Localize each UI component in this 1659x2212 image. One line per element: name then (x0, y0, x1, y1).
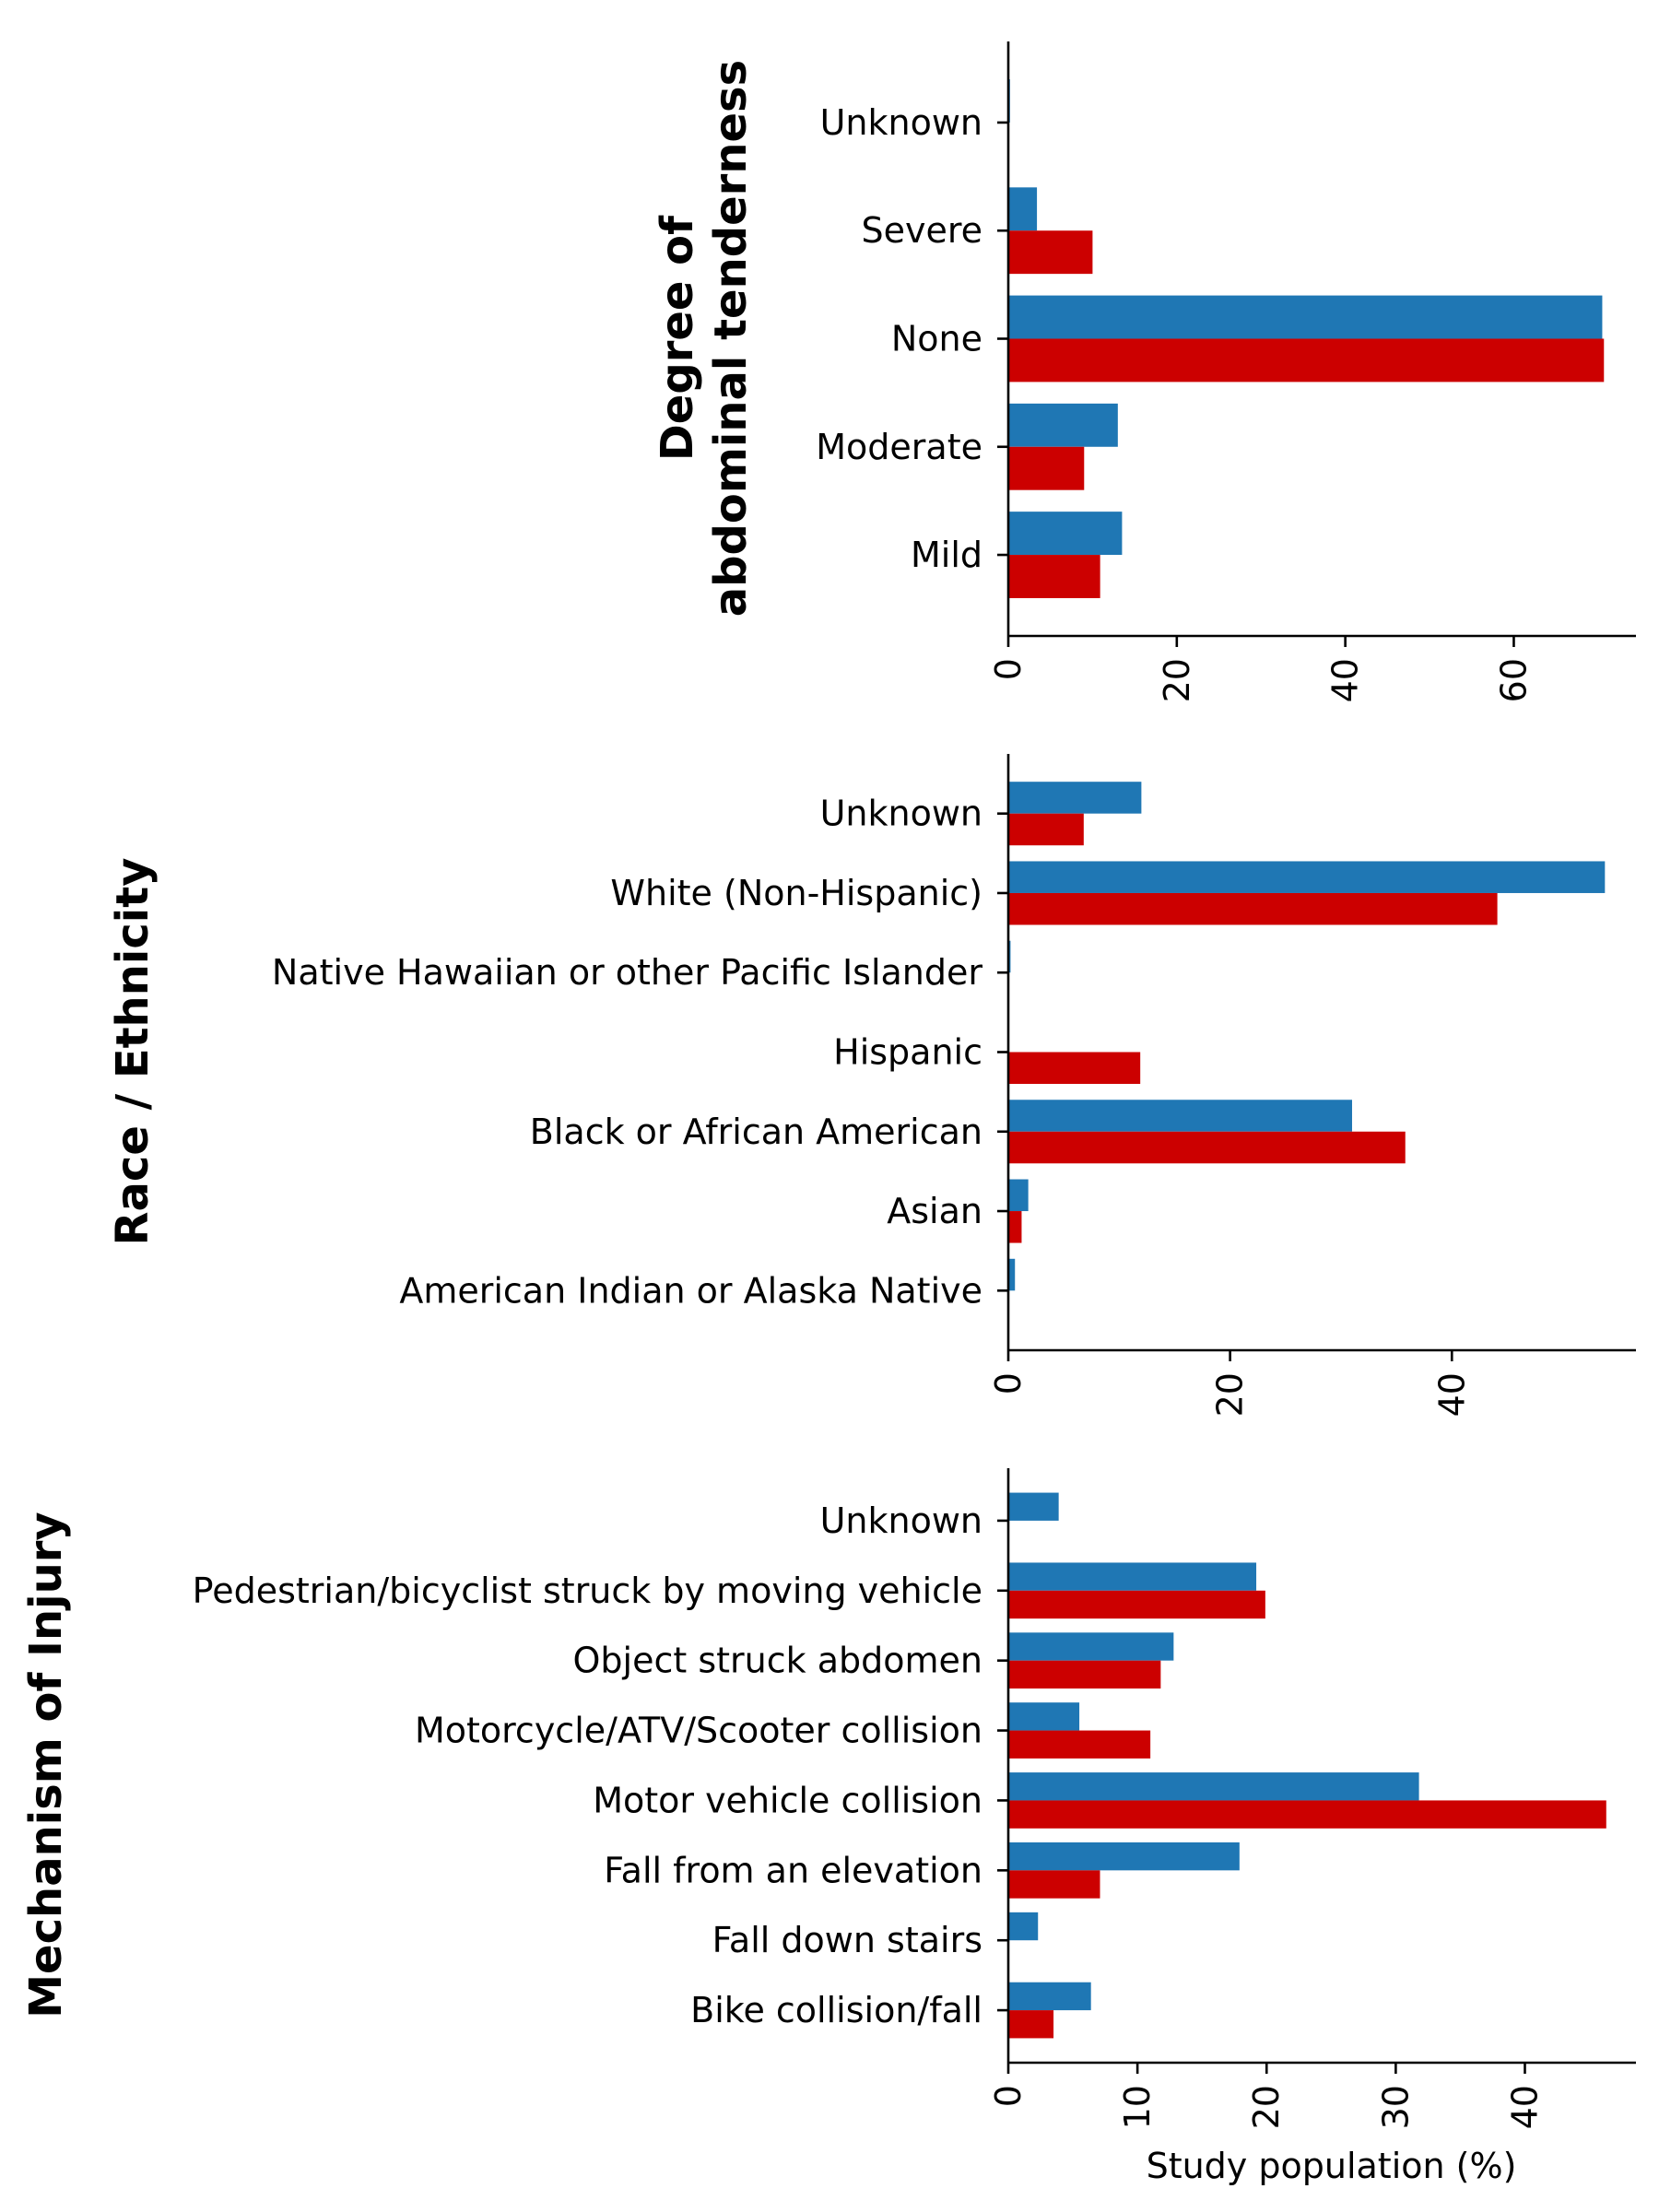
x-tick-label: 0 (988, 658, 1029, 680)
bar-blue (1008, 295, 1603, 339)
bar-blue (1008, 1562, 1257, 1591)
bar-red (1008, 1870, 1100, 1899)
bar-blue (1008, 187, 1038, 231)
bar-red (1008, 1660, 1161, 1689)
chart-panel-2: American Indian or Alaska Native Asian Bla… (107, 754, 1636, 1417)
bar-red (1008, 446, 1085, 490)
bar-blue (1008, 1702, 1080, 1731)
y-tick-label: American Indian or Alaska Native (399, 1270, 982, 1311)
bar-blue (1008, 861, 1606, 893)
bar-blue (1008, 1492, 1059, 1521)
y-tick-label: Unknown (820, 1500, 982, 1541)
y-tick-label: Severe (861, 210, 982, 251)
bar-blue (1008, 512, 1123, 556)
bar-red (1008, 1730, 1151, 1759)
bar-blue (1008, 1912, 1039, 1941)
chart-panel-1: Mild Moderate None Severe Unknown 0 20 40 60 Degr… (652, 41, 1636, 702)
bar-red (1008, 1211, 1022, 1243)
bar-red (1008, 1590, 1265, 1619)
y-tick-label: White (Non-Hispanic) (610, 873, 982, 913)
bar-red (1008, 892, 1498, 925)
y-tick-label: Fall down stairs (712, 1920, 982, 1960)
bar-red (1008, 2010, 1054, 2039)
y-tick-label: None (891, 319, 982, 359)
y-tick-label: Unknown (820, 102, 982, 143)
chart-panel-3: Bike collision/fall Fall down stairs Fall … (20, 1468, 1636, 2186)
bar-blue (1008, 1841, 1240, 1871)
y-tick-label: Object struck abdomen (573, 1641, 982, 1681)
x-tick-label: 60 (1493, 658, 1534, 702)
bar-blue (1008, 1258, 1016, 1291)
panel-title-line: Race / Ethnicity (107, 858, 159, 1246)
panel-title-line: Mechanism of Injury (20, 1512, 72, 2018)
bar-blue (1008, 1100, 1352, 1132)
x-tick-label: 20 (1246, 2085, 1287, 2129)
y-tick-label: Asian (887, 1191, 982, 1231)
x-tick-label: 40 (1504, 2085, 1545, 2129)
bar-red (1008, 230, 1093, 275)
panel-title: Degree ofabdominal tenderness (652, 60, 757, 617)
y-tick-label: Fall from an elevation (604, 1850, 982, 1890)
x-tick-label: 40 (1431, 1372, 1472, 1417)
bar-red (1008, 1131, 1406, 1164)
bar-blue (1008, 1179, 1029, 1212)
y-tick-label: Mild (911, 535, 982, 575)
y-tick-label: Bike collision/fall (690, 1990, 982, 2030)
y-tick-label: Motor vehicle collision (593, 1780, 982, 1820)
bar-blue (1008, 1632, 1174, 1661)
y-tick-label: Hispanic (833, 1032, 982, 1073)
x-tick-label: 20 (1157, 658, 1197, 702)
panel-title-line: Degree of (652, 215, 703, 461)
y-tick-label: Unknown (820, 794, 982, 834)
x-tick-label: 30 (1375, 2085, 1416, 2129)
x-tick-label: 20 (1210, 1372, 1251, 1417)
panel-title-line: abdominal tenderness (705, 60, 757, 617)
y-tick-label: Moderate (816, 427, 982, 467)
bar-red (1008, 813, 1084, 846)
y-tick-label: Pedestrian/bicyclist struck by moving ve… (193, 1571, 982, 1611)
bar-red (1008, 1052, 1141, 1085)
x-tick-label: 0 (988, 1372, 1029, 1394)
panel-title: Mechanism of Injury (20, 1512, 72, 2018)
x-tick-label: 0 (988, 2085, 1029, 2107)
x-axis-label: Study population (%) (1147, 2146, 1517, 2186)
panel-title: Race / Ethnicity (107, 858, 159, 1246)
y-tick-label: Black or African American (530, 1112, 982, 1152)
bar-blue (1008, 782, 1142, 814)
bar-red (1008, 555, 1100, 598)
bar-blue (1008, 403, 1118, 447)
bar-red (1008, 1800, 1606, 1829)
bar-blue (1008, 1982, 1091, 2011)
y-tick-label: Motorcycle/ATV/Scooter collision (415, 1711, 982, 1751)
x-tick-label: 40 (1325, 658, 1366, 702)
bar-blue (1008, 1772, 1419, 1801)
x-tick-label: 10 (1117, 2085, 1158, 2129)
y-tick-label: Native Hawaiian or other Pacific Islande… (272, 952, 982, 993)
bar-red (1008, 338, 1605, 382)
